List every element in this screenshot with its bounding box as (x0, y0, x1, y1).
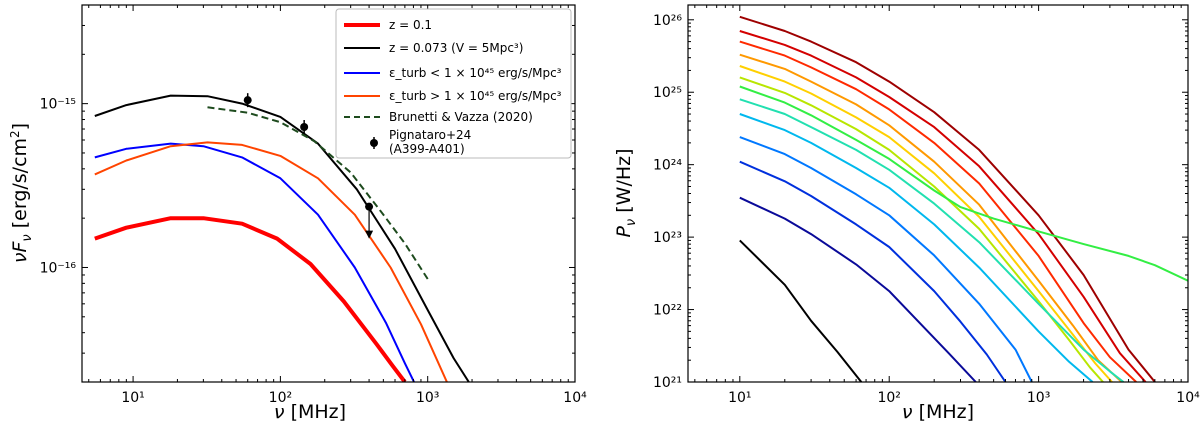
x-tick-label: 10³ (416, 390, 439, 406)
right-curves (739, 15, 1188, 382)
series-line-1 (94, 94, 470, 382)
x-tick-label: 10⁴ (563, 390, 587, 406)
right-y-axis-label: Pν [W/Hz] (613, 148, 639, 237)
legend-label-pignataro-2: (A399-A401) (389, 142, 465, 156)
y-tick-label: 10²⁴ (653, 158, 682, 174)
series-line-4 (739, 65, 1113, 382)
legend-label-brunetti: Brunetti & Vazza (2020) (389, 110, 533, 124)
y-tick-label: 10²⁵ (653, 85, 682, 101)
left-curves (94, 94, 470, 382)
right-plot-frame (687, 4, 1189, 383)
y-tick-label: 10²¹ (653, 375, 682, 391)
series-line-2 (94, 142, 416, 382)
x-tick-label: 10¹ (121, 390, 144, 406)
y-tick-label: 10²⁶ (653, 13, 682, 29)
x-tick-label: 10² (877, 390, 900, 406)
y-tick-label: 10⁻¹⁵ (40, 97, 76, 113)
left-y-axis-label: νFν [erg/s/cm2] (8, 123, 35, 263)
pignataro-point (300, 123, 309, 132)
left-x-axis-label: ν [MHz] (274, 401, 346, 423)
series-line-5 (739, 76, 1104, 382)
series-line-9 (739, 136, 1033, 382)
pignataro-point (365, 202, 374, 211)
power-panel: 10¹ 10² 10³ 10⁴ 10²¹ 10²² 10²³ 10²⁴ 10²⁵ 10²⁶ ν [… (613, 4, 1200, 423)
series-line-8 (739, 113, 1094, 382)
right-x-axis-label: ν [MHz] (902, 401, 974, 423)
legend-label-z073: z = 0.073 (V = 5Mpc³) (389, 41, 523, 55)
series-line-3 (739, 53, 1123, 382)
series-line-4 (207, 106, 429, 280)
series-line-11 (739, 196, 977, 382)
y-tick-label: 10²³ (653, 230, 682, 246)
legend-frame (335, 8, 572, 159)
y-tick-label: 10⁻¹⁶ (40, 260, 77, 276)
x-tick-label: 10¹ (728, 390, 751, 406)
series-line-3 (94, 141, 448, 382)
legend-label-eps-low: ε_turb < 1 × 10⁴⁵ erg/s/Mpc³ (389, 66, 562, 80)
series-line-0 (94, 216, 407, 382)
pignataro-point (243, 96, 252, 105)
legend-label-z01: z = 0.1 (389, 18, 432, 32)
legend-label-pignataro-1: Pignataro+24 (389, 128, 471, 142)
left-plot-frame (81, 4, 576, 383)
series-line-7 (739, 98, 1125, 382)
series-line-0 (739, 15, 1156, 382)
series-line-2 (739, 40, 1137, 382)
series-line-12 (739, 239, 863, 382)
pignataro-points (243, 93, 374, 239)
sed-panel: 10¹ 10² 10³ 10⁴ 10⁻¹⁶ 10⁻¹⁵ ν [MHz] νFν [erg/… (8, 4, 587, 423)
y-tick-label: 10²² (653, 303, 682, 319)
series-line-10 (739, 160, 1007, 382)
legend-label-eps-high: ε_turb > 1 × 10⁴⁵ erg/s/Mpc³ (389, 89, 562, 103)
series-line-6 (739, 85, 1188, 282)
right-axis-ticks: 10¹ 10² 10³ 10⁴ 10²¹ 10²² 10²³ 10²⁴ 10²⁵ 10²⁶ (653, 5, 1200, 406)
x-tick-label: 10³ (1027, 390, 1050, 406)
series-line-1 (739, 30, 1147, 382)
x-tick-label: 10⁴ (1176, 390, 1200, 406)
legend-swatch-pignataro (370, 139, 378, 147)
left-axis-ticks: 10¹ 10² 10³ 10⁴ 10⁻¹⁶ 10⁻¹⁵ (40, 4, 587, 406)
x-tick-label: 10² (269, 390, 292, 406)
left-legend: z = 0.1 z = 0.073 (V = 5Mpc³) ε_turb < 1… (335, 8, 572, 159)
